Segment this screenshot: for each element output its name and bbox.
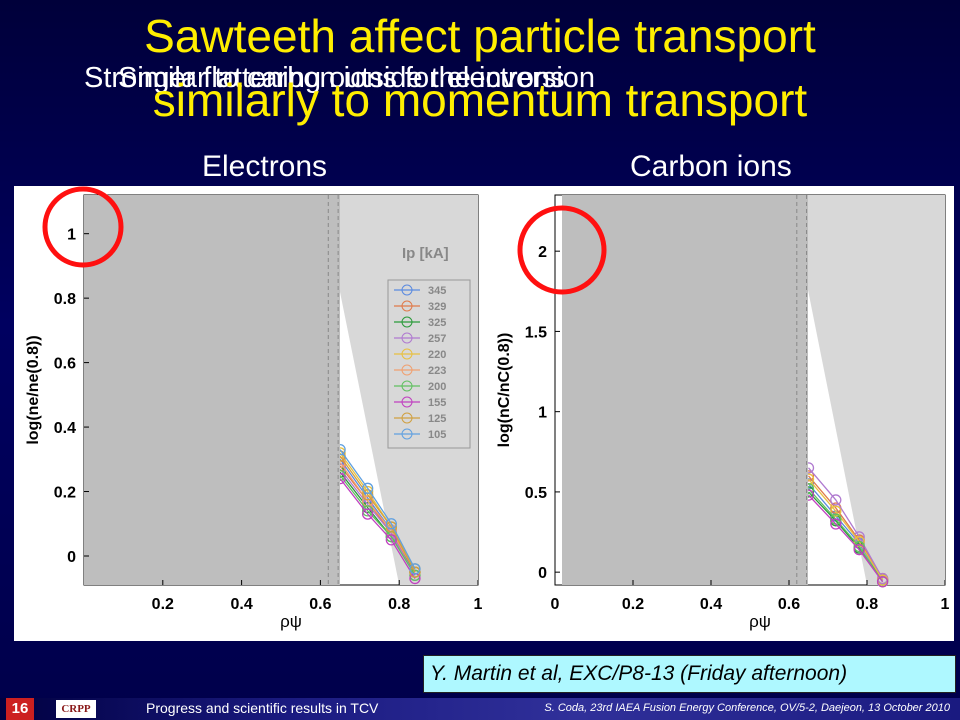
overlay-box <box>84 195 340 585</box>
charts-svg: 0.2 0.4 0.6 0.8 1 0 0.2 0.4 0.6 0.8 1 ρψ log(ne/ne(0… <box>25 186 950 631</box>
data-point <box>876 576 889 588</box>
y-tick-label: 0 <box>538 565 547 582</box>
highlight-circle <box>42 186 124 268</box>
data-point <box>853 540 865 553</box>
x-tick-label: 1 <box>474 596 483 613</box>
data-point <box>362 505 374 517</box>
series-line-155 <box>808 494 884 583</box>
x-tick-label: 0.6 <box>778 596 800 613</box>
legend-marker <box>401 348 413 360</box>
series-line-220 <box>339 452 416 570</box>
x-tick-label: 0.4 <box>230 596 252 613</box>
series-line-155 <box>339 478 416 579</box>
subtitle-b: Similar to carbon ions for electrons <box>118 62 565 94</box>
data-point <box>830 518 842 530</box>
legend-label: 257 <box>428 333 446 345</box>
y-tick-label: 0.2 <box>54 485 76 502</box>
data-point <box>385 521 397 533</box>
title-line-1: Sawteeth affect particle transport <box>144 10 816 62</box>
legend-marker <box>401 412 413 424</box>
series-line-329 <box>808 475 884 579</box>
series-line-200 <box>339 475 416 576</box>
x-axis-label: ρψ <box>749 612 771 631</box>
y-tick-label: 0.4 <box>54 420 76 437</box>
overlay-box <box>562 195 808 585</box>
legend-label: 125 <box>428 413 446 425</box>
series-line-125 <box>339 455 416 573</box>
y-tick-label: 0.8 <box>54 291 76 308</box>
chart-electrons: 0.2 0.4 0.6 0.8 1 0 0.2 0.4 0.6 0.8 1 ρψ log(ne/ne(0… <box>25 186 483 631</box>
data-point <box>830 494 842 506</box>
slide-title-line-2: similarly to momentum transport <box>0 76 960 124</box>
legend-title: Ip [kA] <box>402 245 449 262</box>
x-tick-label: 0.8 <box>856 596 878 613</box>
series-line-105 <box>339 449 416 570</box>
subtitle-a: Stronger flattening outside the inversio… <box>84 62 596 94</box>
series-line-223 <box>339 462 416 573</box>
data-point <box>362 508 374 520</box>
y-tick-label: 1.5 <box>525 324 547 341</box>
footer-title: Progress and scientific results in TCV <box>146 700 379 716</box>
legend-label: 105 <box>428 429 446 441</box>
y-tick-label: 0.6 <box>54 356 76 373</box>
data-point <box>830 505 842 517</box>
y-axis-label: log(nC/nC(0.8)) <box>496 333 513 448</box>
footer-bar: 16 CRPP Progress and scientific results … <box>0 698 960 720</box>
electrons-heading: Electrons <box>202 150 328 183</box>
legend-label: 329 <box>428 301 446 313</box>
data-point <box>362 482 374 494</box>
title-line-2: similarly to momentum transport <box>152 74 808 126</box>
x-tick-label: 0.4 <box>700 596 722 613</box>
legend-marker <box>401 284 413 296</box>
series-line-220 <box>808 478 884 581</box>
data-point <box>409 563 421 575</box>
data-point <box>385 534 397 546</box>
shaded-region <box>789 195 945 585</box>
y-axis-label: log(ne/ne(0.8)) <box>25 335 42 444</box>
legend-marker <box>401 300 413 312</box>
y-tick-label: 2 <box>538 244 547 261</box>
legend-label: 345 <box>428 285 446 297</box>
data-point <box>853 544 865 556</box>
shaded-region <box>320 195 478 585</box>
y-tick-label: 0.5 <box>525 485 547 502</box>
crpp-logo: CRPP <box>56 700 96 718</box>
highlight-circle <box>517 205 607 295</box>
x-axis-label: ρψ <box>280 612 302 631</box>
x-tick-label: 0 <box>551 596 560 613</box>
y-tick-label: 0 <box>67 549 76 566</box>
legend-label: 200 <box>428 381 446 393</box>
chart-carbon: 0 0.2 0.4 0.6 0.8 1 0 0.5 1 1.5 2 ρψ log(nC/nC(0.8)) <box>496 194 950 631</box>
legend-marker <box>401 380 413 392</box>
page-number: 16 <box>6 698 34 720</box>
legend-box <box>387 279 471 449</box>
footer-credit: S. Coda, 23rd IAEA Fusion Energy Confere… <box>544 702 950 714</box>
x-tick-label: 1 <box>941 596 950 613</box>
legend-marker <box>401 332 413 344</box>
legend-label: 223 <box>428 365 446 377</box>
legend-marker <box>401 428 413 440</box>
slide-title: Sawteeth affect particle transport <box>0 12 960 60</box>
y-tick-label: 1 <box>67 227 76 244</box>
y-tick-label: 1 <box>538 405 547 422</box>
carbon-heading: Carbon ions <box>630 150 792 183</box>
legend-marker <box>401 364 413 376</box>
legend-label: 220 <box>428 349 446 361</box>
data-point <box>409 566 421 578</box>
series-line-257 <box>808 467 884 579</box>
series-line-257 <box>339 468 416 576</box>
legend-marker <box>401 316 413 328</box>
x-tick-label: 0.2 <box>152 596 174 613</box>
x-tick-label: 0.2 <box>622 596 644 613</box>
data-point <box>385 518 397 530</box>
series-line-200 <box>808 488 884 583</box>
legend-marker <box>401 396 413 408</box>
series-line-329 <box>339 465 416 573</box>
x-tick-label: 0.8 <box>388 596 410 613</box>
citation-box: Y. Martin et al, EXC/P8-13 (Friday after… <box>423 655 956 693</box>
data-point <box>409 569 421 581</box>
x-tick-label: 0.6 <box>309 596 331 613</box>
legend-label: 155 <box>428 397 446 409</box>
legend-label: 325 <box>428 317 446 329</box>
